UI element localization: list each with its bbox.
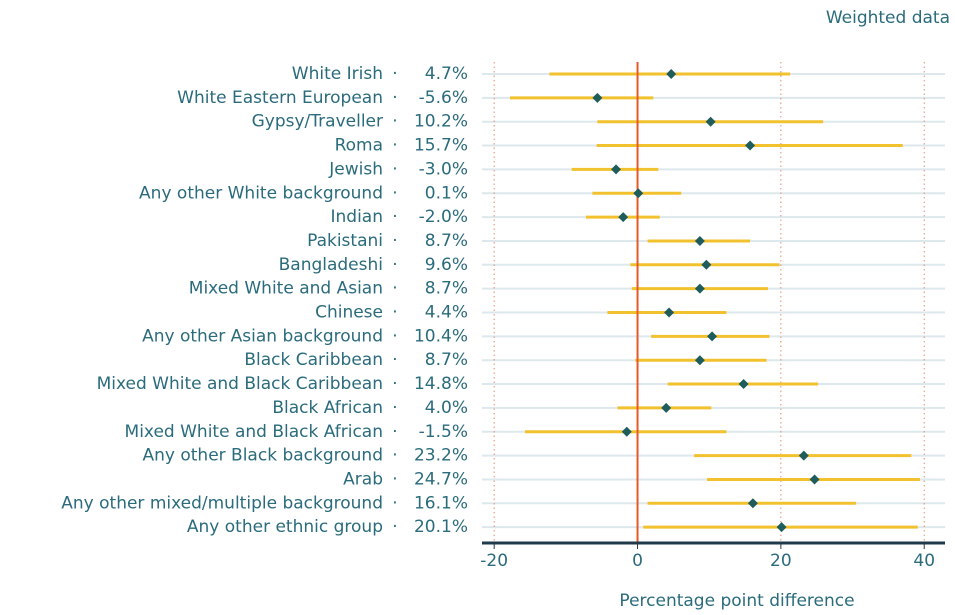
category-label: Any other White background <box>139 183 383 203</box>
value-label: 4.7% <box>425 64 468 84</box>
point <box>705 116 716 127</box>
separator: · <box>392 422 397 442</box>
separator: · <box>392 398 397 418</box>
value-label: 10.2% <box>414 112 468 132</box>
point <box>618 212 629 223</box>
separator: · <box>392 183 397 203</box>
value-label: 8.7% <box>425 350 468 370</box>
category-label: Pakistani <box>307 231 383 251</box>
point <box>661 402 672 413</box>
value-label: 24.7% <box>414 469 468 489</box>
value-label: 15.7% <box>414 136 468 156</box>
category-label: White Eastern European <box>177 88 383 108</box>
category-label: White Irish <box>292 64 383 84</box>
separator: · <box>392 279 397 299</box>
x-tick-label: 0 <box>632 551 643 571</box>
category-label: Any other mixed/multiple background <box>61 493 383 513</box>
value-label: 4.4% <box>425 303 468 323</box>
point <box>745 140 756 151</box>
category-label: Any other Asian background <box>142 326 383 346</box>
value-label: 20.1% <box>414 517 468 537</box>
separator: · <box>392 517 397 537</box>
separator: · <box>392 350 397 370</box>
x-axis-label: Percentage point difference <box>619 591 854 611</box>
point <box>707 331 718 342</box>
separator: · <box>392 136 397 156</box>
separator: · <box>392 255 397 275</box>
category-label: Mixed White and Asian <box>189 279 383 299</box>
category-label: Mixed White and Black African <box>125 422 383 442</box>
category-label: Any other ethnic group <box>187 517 383 537</box>
point <box>666 69 677 79</box>
value-label: -5.6% <box>419 88 468 108</box>
value-label: 0.1% <box>425 183 468 203</box>
separator: · <box>392 469 397 489</box>
value-label: 16.1% <box>414 493 468 513</box>
point <box>664 307 675 318</box>
point <box>809 474 820 485</box>
category-label: Gypsy/Traveller <box>252 112 383 132</box>
separator: · <box>392 446 397 466</box>
value-label: -2.0% <box>419 207 468 227</box>
point <box>611 164 622 175</box>
value-label: 4.0% <box>425 398 468 418</box>
x-tick-label: -20 <box>480 551 508 571</box>
separator: · <box>392 231 397 251</box>
value-label: 23.2% <box>414 446 468 466</box>
separator: · <box>392 88 397 108</box>
separator: · <box>392 493 397 513</box>
value-label: -1.5% <box>419 422 468 442</box>
separator: · <box>392 112 397 132</box>
separator: · <box>392 207 397 227</box>
category-label: Black Caribbean <box>244 350 383 370</box>
category-label: Arab <box>343 469 383 489</box>
category-label: Black African <box>272 398 383 418</box>
point <box>798 450 809 461</box>
point <box>694 235 705 246</box>
annotation: Weighted data <box>826 8 950 28</box>
value-label: -3.0% <box>419 159 468 179</box>
value-label: 10.4% <box>414 326 468 346</box>
point <box>621 426 632 437</box>
point <box>776 522 787 533</box>
category-label: Any other Black background <box>142 446 383 466</box>
point <box>738 379 749 390</box>
separator: · <box>392 159 397 179</box>
separator: · <box>392 303 397 323</box>
value-label: 9.6% <box>425 255 468 275</box>
x-tick-label: 20 <box>770 551 792 571</box>
category-label: Roma <box>335 136 383 156</box>
value-label: 8.7% <box>425 279 468 299</box>
point <box>592 92 603 103</box>
separator: · <box>392 326 397 346</box>
separator: · <box>392 374 397 394</box>
x-tick-label: 40 <box>913 551 935 571</box>
category-label: Mixed White and Black Caribbean <box>97 374 383 394</box>
point <box>747 498 758 509</box>
value-label: 8.7% <box>425 231 468 251</box>
category-label: Jewish <box>328 159 383 179</box>
category-label: Bangladeshi <box>279 255 383 275</box>
separator: · <box>392 64 397 84</box>
category-label: Indian <box>331 207 384 227</box>
value-label: 14.8% <box>414 374 468 394</box>
point <box>694 283 705 294</box>
point <box>694 355 705 366</box>
point <box>633 188 644 199</box>
point <box>701 259 712 270</box>
category-label: Chinese <box>315 303 383 323</box>
